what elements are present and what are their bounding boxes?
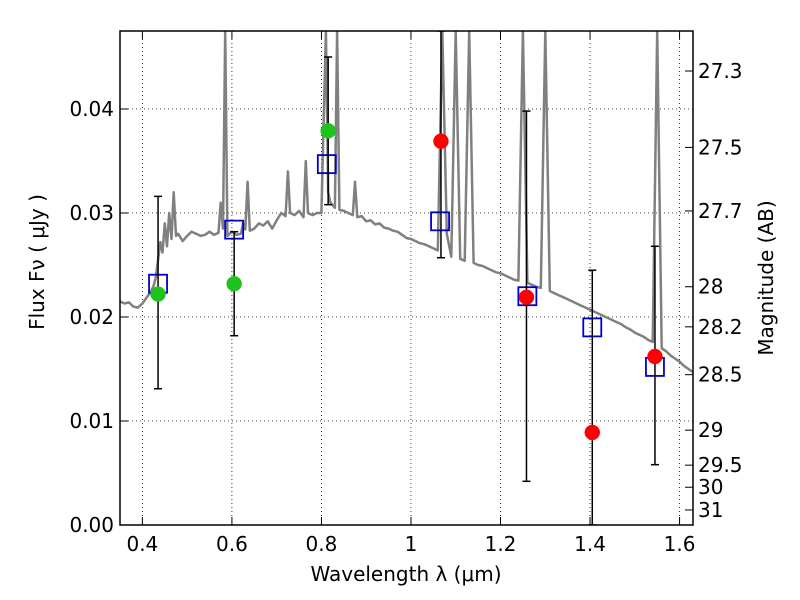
y2-axis-label: Magnitude (AB) xyxy=(754,200,778,355)
y2-tick-label: 29 xyxy=(698,418,723,442)
y-tick-label: 0.02 xyxy=(69,305,114,329)
plot-frame xyxy=(119,30,694,526)
flux-point xyxy=(518,289,535,305)
model-band-square xyxy=(430,211,450,232)
y2-tick-label: 31 xyxy=(698,498,723,522)
x-tick-label: 1.2 xyxy=(485,532,517,556)
y2-tick-label: 28.2 xyxy=(698,315,743,339)
x-tick-label: 1.4 xyxy=(574,532,606,556)
y2-tick-label: 27.5 xyxy=(698,135,743,159)
y2-tick-label: 27.7 xyxy=(698,199,743,223)
y-axis: 0.00 0.01 0.02 0.03 0.04 xyxy=(69,97,128,537)
x-axis-label: Wavelength λ (μm) xyxy=(310,562,501,586)
y-tick-label: 0.03 xyxy=(69,201,114,225)
flux-point xyxy=(584,424,601,441)
y-axis-label: Flux Fν ( μJy ) xyxy=(25,194,49,330)
x-tick-label: 0.6 xyxy=(216,532,248,556)
y-tick-label: 0.01 xyxy=(69,409,114,433)
x-tick-label: 0.4 xyxy=(126,532,158,556)
model-band-square xyxy=(316,154,337,175)
y-tick-label: 0.04 xyxy=(69,97,114,121)
flux-point xyxy=(226,275,242,292)
plot-series xyxy=(120,31,693,525)
flux-point xyxy=(320,123,336,139)
flux-point xyxy=(433,133,449,149)
x-tick-label: 1.6 xyxy=(664,532,696,556)
y2-tick-label: 28.5 xyxy=(698,363,743,387)
y2-tick-label: 30 xyxy=(698,475,723,499)
flux-point xyxy=(647,348,663,365)
spectrum-line xyxy=(120,31,693,374)
model-band-square xyxy=(517,286,538,307)
y2-tick-label: 28 xyxy=(698,275,723,299)
y2-tick-label: 27.3 xyxy=(698,59,743,83)
flux-point xyxy=(150,286,166,302)
x-tick-label: 0.8 xyxy=(306,532,338,556)
grid-lines xyxy=(120,31,693,526)
y-tick-label: 0.00 xyxy=(69,513,114,537)
x-axis: 0.4 0.6 0.8 1 1.2 1.4 1.6 xyxy=(126,31,695,556)
y2-tick-label: 29.5 xyxy=(698,453,743,477)
x-tick-label: 1 xyxy=(405,532,418,556)
